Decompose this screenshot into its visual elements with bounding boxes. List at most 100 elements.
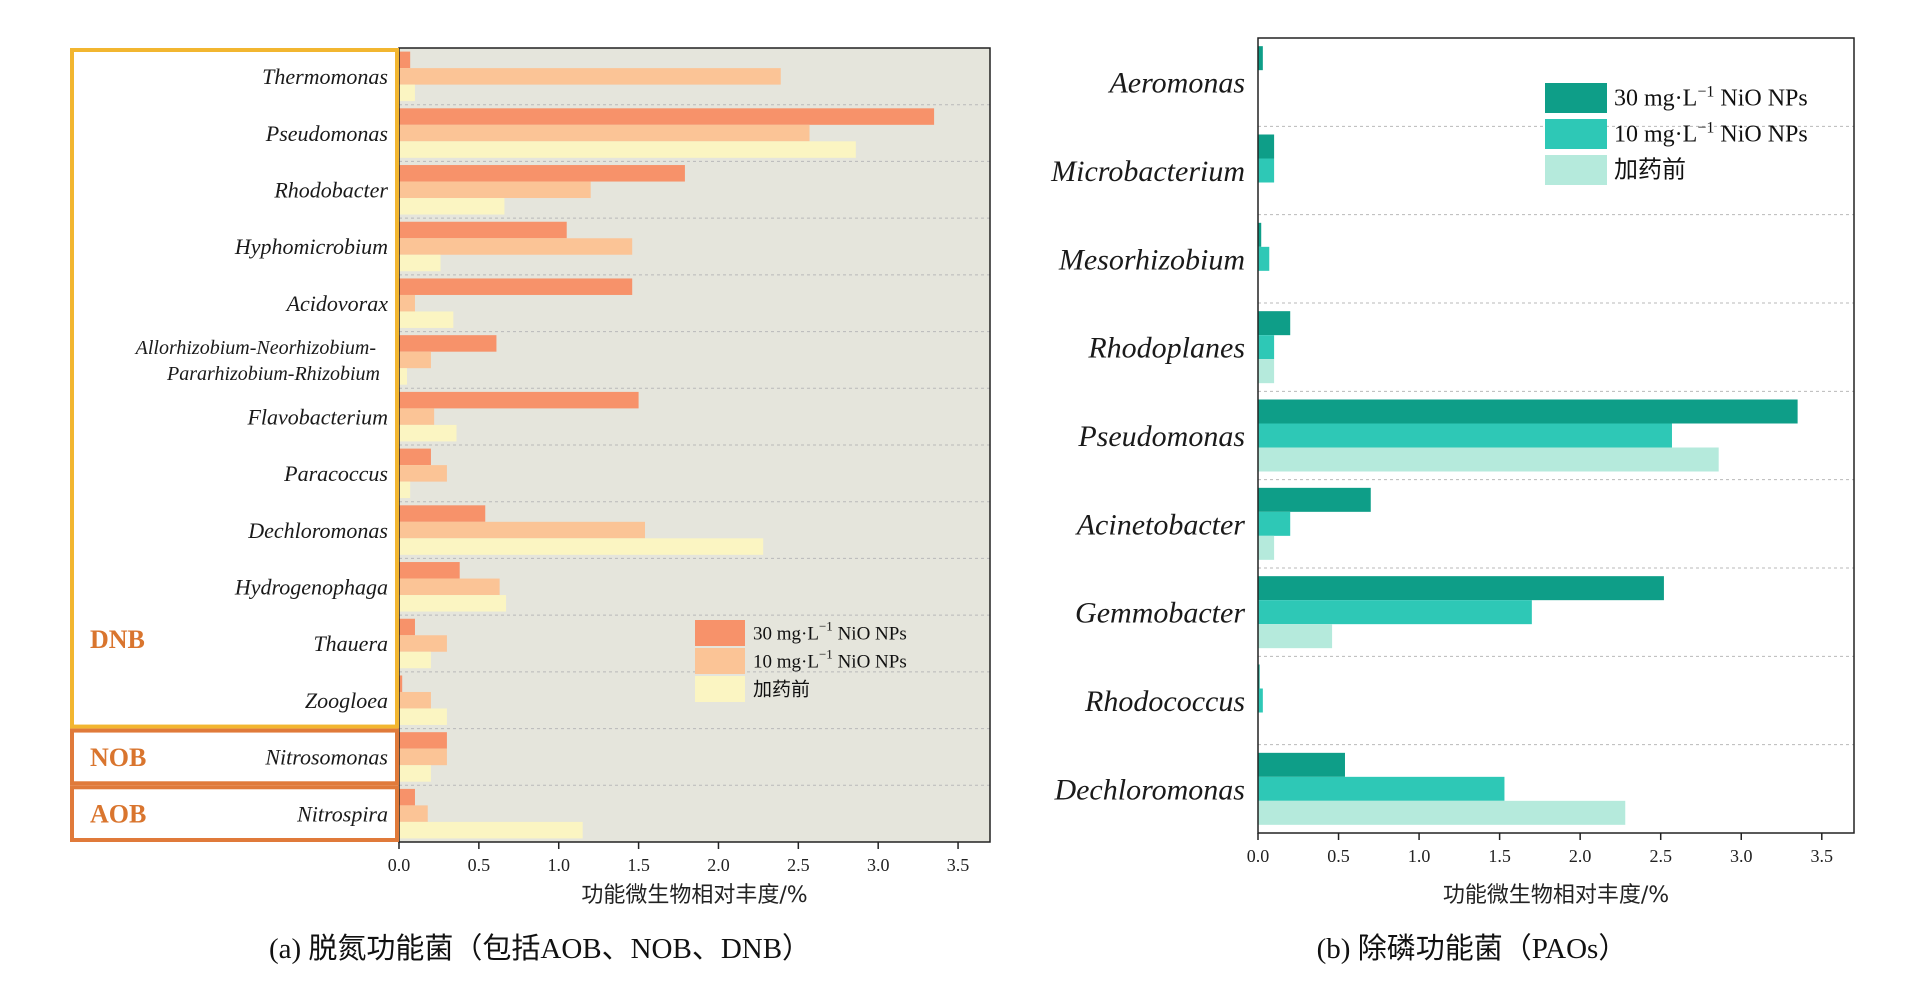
bar xyxy=(1258,311,1291,336)
legend-label-main: 10 mg·L xyxy=(753,652,819,673)
x-tick-label: 0.5 xyxy=(1327,846,1350,866)
category-label: Hydrogenophaga xyxy=(234,574,388,599)
panel-caption: (a) 脱氮功能菌（包括AOB、NOB、DNB） xyxy=(269,932,811,965)
x-tick-label: 2.5 xyxy=(787,855,810,875)
panel-a-chart: Thermomonas Pseudomonas Rhodobacter Hyphomi… xyxy=(70,47,991,965)
bar xyxy=(399,254,441,272)
bar xyxy=(1258,222,1262,247)
legend-label-tail: NiO NPs xyxy=(833,652,907,673)
category-label: Rhodococcus xyxy=(1084,685,1245,718)
legend-label-main: 加药前 xyxy=(1614,157,1686,184)
bar xyxy=(399,578,500,596)
legend-label-main: 加药前 xyxy=(753,679,810,701)
bar xyxy=(1258,776,1505,801)
bar xyxy=(1258,423,1672,448)
legend-swatch xyxy=(695,676,745,702)
x-tick-label: 1.0 xyxy=(1408,846,1431,866)
group-label-aob: AOB xyxy=(90,800,146,829)
legend-swatch xyxy=(1545,155,1607,185)
legend-label-main: 30 mg·L xyxy=(753,624,819,645)
group-label-nob: NOB xyxy=(90,743,146,772)
bar xyxy=(1258,752,1345,777)
bar xyxy=(1258,158,1275,183)
bar xyxy=(1258,359,1275,384)
legend-label-tail: NiO NPs xyxy=(1714,86,1807,112)
category-label: Pseudomonas xyxy=(265,121,388,146)
x-tick-label: 1.5 xyxy=(1488,846,1511,866)
x-tick-label: 1.0 xyxy=(547,855,570,875)
category-label: Microbacterium xyxy=(1050,155,1245,188)
bar xyxy=(399,278,633,295)
x-tick-label: 2.5 xyxy=(1649,846,1672,866)
x-tick-label: 2.0 xyxy=(1569,846,1592,866)
bar xyxy=(399,424,457,442)
bar xyxy=(1258,664,1260,689)
bar xyxy=(399,165,685,182)
bar xyxy=(399,448,431,466)
bar xyxy=(1258,688,1263,713)
bar xyxy=(1258,399,1798,424)
bar xyxy=(399,538,764,555)
bar xyxy=(399,691,431,709)
bar xyxy=(399,748,447,766)
x-axis-title: 功能微生物相对丰度/% xyxy=(581,883,807,908)
bar xyxy=(399,294,415,312)
bar xyxy=(399,311,454,328)
category-label: Allorhizobium-Neorhizobium- xyxy=(134,337,376,359)
plot-frame xyxy=(1257,37,1855,834)
group-box-dnb xyxy=(70,48,399,729)
bar xyxy=(399,505,486,522)
panel-caption: (b) 除磷功能菌（PAOs） xyxy=(1317,932,1628,965)
x-tick-label: 3.5 xyxy=(947,855,970,875)
bar xyxy=(1258,800,1626,825)
bar xyxy=(399,788,415,806)
legend-label: 10 mg·L−1 NiO NPs xyxy=(1614,120,1808,148)
category-label: Mesorhizobium xyxy=(1058,243,1245,276)
bar xyxy=(399,391,639,409)
bar xyxy=(1258,134,1275,159)
legend-label: 加药前 xyxy=(1614,157,1686,184)
legend-label-superscript: −1 xyxy=(819,647,833,662)
category-label: Gemmobacter xyxy=(1075,597,1245,630)
legend-label-tail: NiO NPs xyxy=(833,624,907,645)
bar xyxy=(399,198,505,215)
category-label: Paracoccus xyxy=(283,461,388,486)
x-tick-label: 0.0 xyxy=(1247,846,1270,866)
legend-label: 10 mg·L−1 NiO NPs xyxy=(753,647,907,673)
x-tick-label: 0.0 xyxy=(388,855,411,875)
bar xyxy=(399,141,856,158)
bar xyxy=(399,635,447,652)
bar xyxy=(399,765,431,782)
bar xyxy=(399,108,935,125)
bar xyxy=(399,84,415,102)
category-label: Aeromonas xyxy=(1107,67,1245,100)
legend-swatch xyxy=(1545,119,1607,149)
bar xyxy=(399,238,633,255)
bar xyxy=(399,651,431,669)
legend-label-superscript: −1 xyxy=(1697,84,1714,101)
bar xyxy=(1258,246,1270,271)
bar xyxy=(1258,511,1291,536)
legend-label: 30 mg·L−1 NiO NPs xyxy=(753,619,907,645)
bar xyxy=(399,465,447,482)
group-box-nob xyxy=(70,728,399,786)
bar xyxy=(1258,535,1275,560)
category-label: Pararhizobium-Rhizobium xyxy=(166,363,380,385)
bar xyxy=(399,408,435,425)
bar xyxy=(1258,447,1719,472)
bar xyxy=(399,732,447,749)
category-label: Hyphomicrobium xyxy=(234,234,388,259)
bar xyxy=(399,521,645,539)
panel-b-chart: Aeromonas Microbacterium Mesorhizobium Rhod… xyxy=(1050,37,1855,965)
category-label: Dechloromonas xyxy=(247,518,388,543)
bar xyxy=(399,351,431,369)
x-tick-label: 0.5 xyxy=(468,855,491,875)
group-box-aob xyxy=(70,785,399,842)
bar xyxy=(399,221,567,239)
bar xyxy=(399,821,583,839)
bar xyxy=(1258,487,1371,512)
category-label: Flavobacterium xyxy=(246,404,388,429)
bar xyxy=(1258,624,1333,649)
bar xyxy=(399,68,781,85)
